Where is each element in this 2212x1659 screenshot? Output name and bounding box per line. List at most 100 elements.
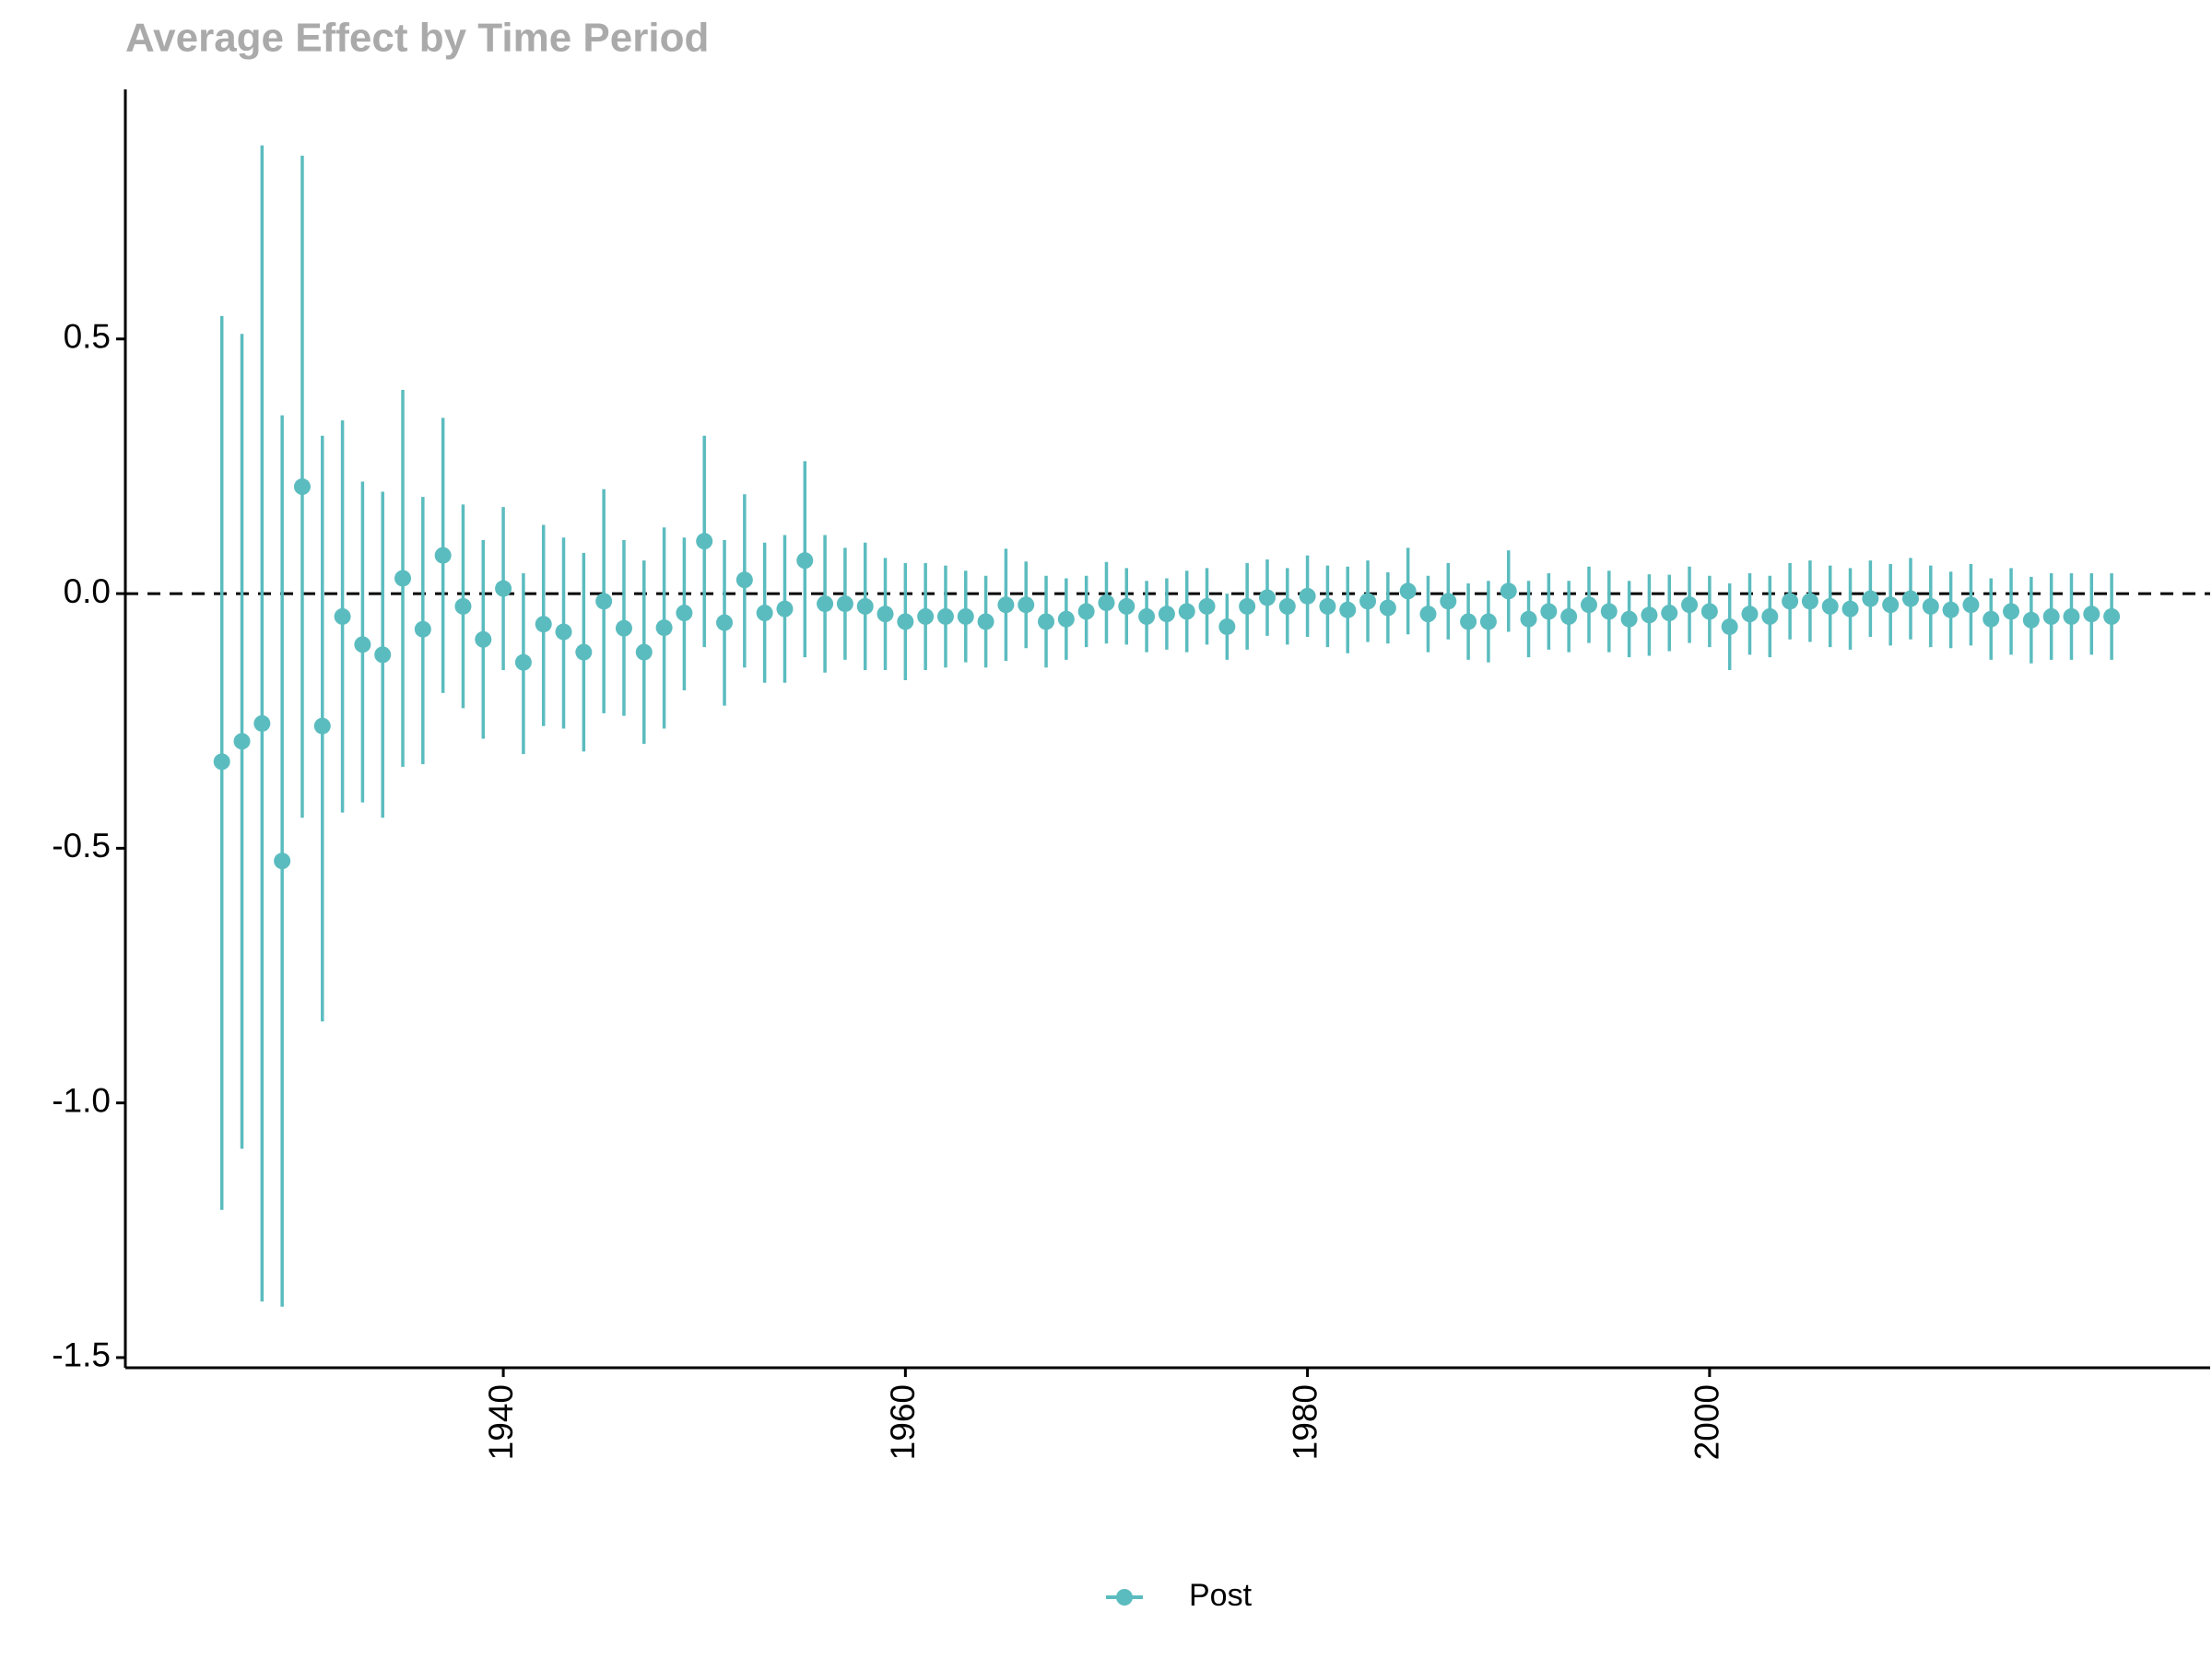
point xyxy=(334,607,351,625)
point xyxy=(897,613,914,630)
point xyxy=(1761,607,1779,625)
point xyxy=(1299,587,1316,605)
point xyxy=(796,552,814,570)
y-tick-label: -0.5 xyxy=(52,827,111,865)
x-tick-label: 2000 xyxy=(1688,1384,1726,1460)
point xyxy=(2083,606,2100,623)
point xyxy=(997,596,1015,614)
point xyxy=(253,714,271,732)
point xyxy=(1962,596,1980,614)
point xyxy=(1460,613,1477,630)
point xyxy=(856,597,874,615)
point xyxy=(917,607,935,625)
point xyxy=(1862,590,1879,607)
y-tick-label: 0.5 xyxy=(64,318,111,356)
point xyxy=(293,478,311,496)
point xyxy=(696,533,713,550)
point xyxy=(1580,596,1597,614)
point xyxy=(1118,597,1135,615)
point xyxy=(313,717,331,735)
point xyxy=(374,646,392,664)
x-tick-label: 1940 xyxy=(482,1384,520,1460)
point xyxy=(434,547,452,564)
point xyxy=(1983,610,2000,628)
point xyxy=(1500,582,1517,600)
point xyxy=(1038,613,1055,630)
point xyxy=(1319,597,1336,615)
point xyxy=(414,620,431,638)
point xyxy=(936,607,954,625)
point xyxy=(1359,593,1377,610)
point xyxy=(394,570,412,587)
point xyxy=(836,595,853,613)
point xyxy=(1641,606,1658,624)
point xyxy=(655,619,673,637)
chart-title: Average Effect by Time Period xyxy=(125,16,709,61)
point xyxy=(1399,582,1417,600)
point xyxy=(1620,610,1638,628)
point xyxy=(2063,607,2080,625)
point xyxy=(1782,593,1799,610)
point xyxy=(1721,618,1738,635)
point xyxy=(1821,597,1839,615)
point xyxy=(495,580,512,597)
point xyxy=(1901,590,1919,607)
y-tick-label: -1.5 xyxy=(52,1336,111,1374)
point xyxy=(213,753,230,771)
point xyxy=(635,643,653,661)
point xyxy=(1198,597,1216,615)
point xyxy=(274,853,291,870)
point xyxy=(1540,603,1558,620)
point xyxy=(2022,611,2040,629)
point xyxy=(233,733,251,750)
point xyxy=(1681,596,1699,614)
point xyxy=(1278,597,1296,615)
point xyxy=(817,595,834,613)
point xyxy=(1560,607,1578,625)
point xyxy=(1158,606,1175,623)
point xyxy=(354,636,371,653)
point xyxy=(877,606,894,623)
point xyxy=(756,605,773,622)
point xyxy=(1922,597,1939,615)
point xyxy=(1098,594,1115,612)
point xyxy=(595,593,613,610)
point xyxy=(776,600,794,618)
point xyxy=(2003,603,2020,620)
point xyxy=(1077,603,1095,620)
point xyxy=(1018,596,1035,614)
point xyxy=(2042,607,2060,625)
point xyxy=(716,614,734,631)
y-tick-label: -1.0 xyxy=(52,1081,111,1119)
point xyxy=(1239,597,1256,615)
point xyxy=(1440,593,1457,610)
x-tick-label: 1980 xyxy=(1286,1384,1324,1460)
point xyxy=(1600,603,1618,620)
point xyxy=(1218,618,1236,635)
point xyxy=(1057,610,1075,628)
point xyxy=(977,613,994,630)
point xyxy=(1841,600,1859,618)
point xyxy=(615,619,632,637)
point xyxy=(1178,603,1195,620)
point xyxy=(2103,607,2121,625)
x-tick-label: 1960 xyxy=(884,1384,922,1460)
point xyxy=(735,571,753,589)
point xyxy=(957,607,974,625)
point xyxy=(1661,605,1678,622)
point xyxy=(1801,593,1818,610)
point xyxy=(1258,589,1276,606)
point xyxy=(1700,603,1718,620)
point xyxy=(1942,601,1959,618)
legend-label: Post xyxy=(1189,1578,1253,1613)
point xyxy=(1520,610,1537,628)
legend-marker xyxy=(1116,1589,1133,1606)
point xyxy=(514,653,532,671)
point xyxy=(1339,601,1357,618)
point xyxy=(1419,606,1437,623)
point xyxy=(454,597,472,615)
y-tick-label: 0.0 xyxy=(64,572,111,610)
point xyxy=(1479,613,1497,630)
point xyxy=(1138,607,1156,625)
